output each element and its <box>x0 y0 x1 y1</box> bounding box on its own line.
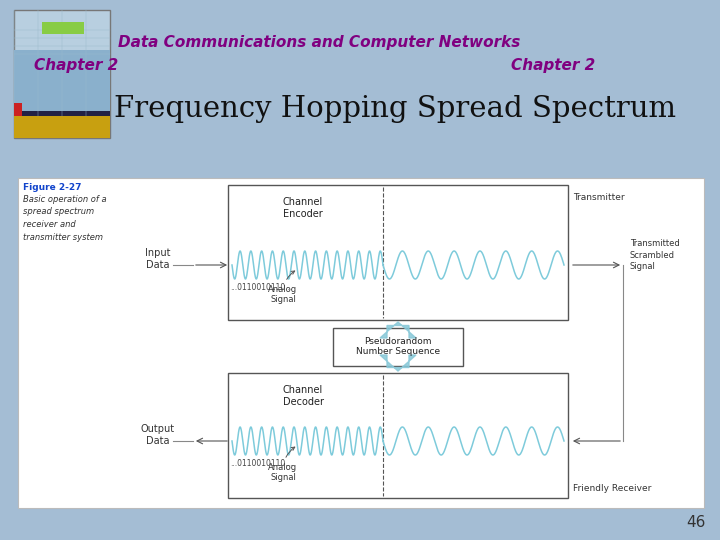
Text: Chapter 2: Chapter 2 <box>510 58 595 73</box>
Bar <box>333 327 463 366</box>
Bar <box>228 185 568 320</box>
Bar <box>42 22 84 34</box>
Bar <box>14 103 22 116</box>
Text: Transmitter: Transmitter <box>573 193 625 202</box>
Text: Transmitted
Scrambled
Signal: Transmitted Scrambled Signal <box>630 239 680 271</box>
FancyArrow shape <box>380 322 416 338</box>
Bar <box>14 116 110 138</box>
Bar <box>14 111 110 116</box>
Bar <box>14 50 110 115</box>
Text: Friendly Receiver: Friendly Receiver <box>573 484 652 493</box>
Bar <box>18 178 704 508</box>
Text: Data Communications and Computer Networks: Data Communications and Computer Network… <box>118 35 521 50</box>
FancyArrow shape <box>380 355 416 371</box>
Text: Frequency Hopping Spread Spectrum: Frequency Hopping Spread Spectrum <box>114 95 676 123</box>
Text: Figure 2-27: Figure 2-27 <box>23 183 81 192</box>
Text: Pseudorandom
Number Sequence: Pseudorandom Number Sequence <box>356 337 440 356</box>
Text: Channel
Encoder: Channel Encoder <box>283 197 323 219</box>
Bar <box>228 373 568 498</box>
Text: Input
Data: Input Data <box>145 248 171 270</box>
Text: Channel
Decoder: Channel Decoder <box>282 385 323 407</box>
Text: Chapter 2: Chapter 2 <box>34 58 118 73</box>
Text: Output
Data: Output Data <box>141 424 175 446</box>
Text: ...0110010110...: ...0110010110... <box>230 283 292 292</box>
Text: Analog
Signal: Analog Signal <box>269 271 297 304</box>
Text: ...0110010110...: ...0110010110... <box>230 459 292 468</box>
Bar <box>14 10 110 138</box>
Text: Analog
Signal: Analog Signal <box>269 447 297 482</box>
Text: 46: 46 <box>687 515 706 530</box>
Text: Basic operation of a
spread spectrum
receiver and
transmitter system: Basic operation of a spread spectrum rec… <box>23 195 107 241</box>
